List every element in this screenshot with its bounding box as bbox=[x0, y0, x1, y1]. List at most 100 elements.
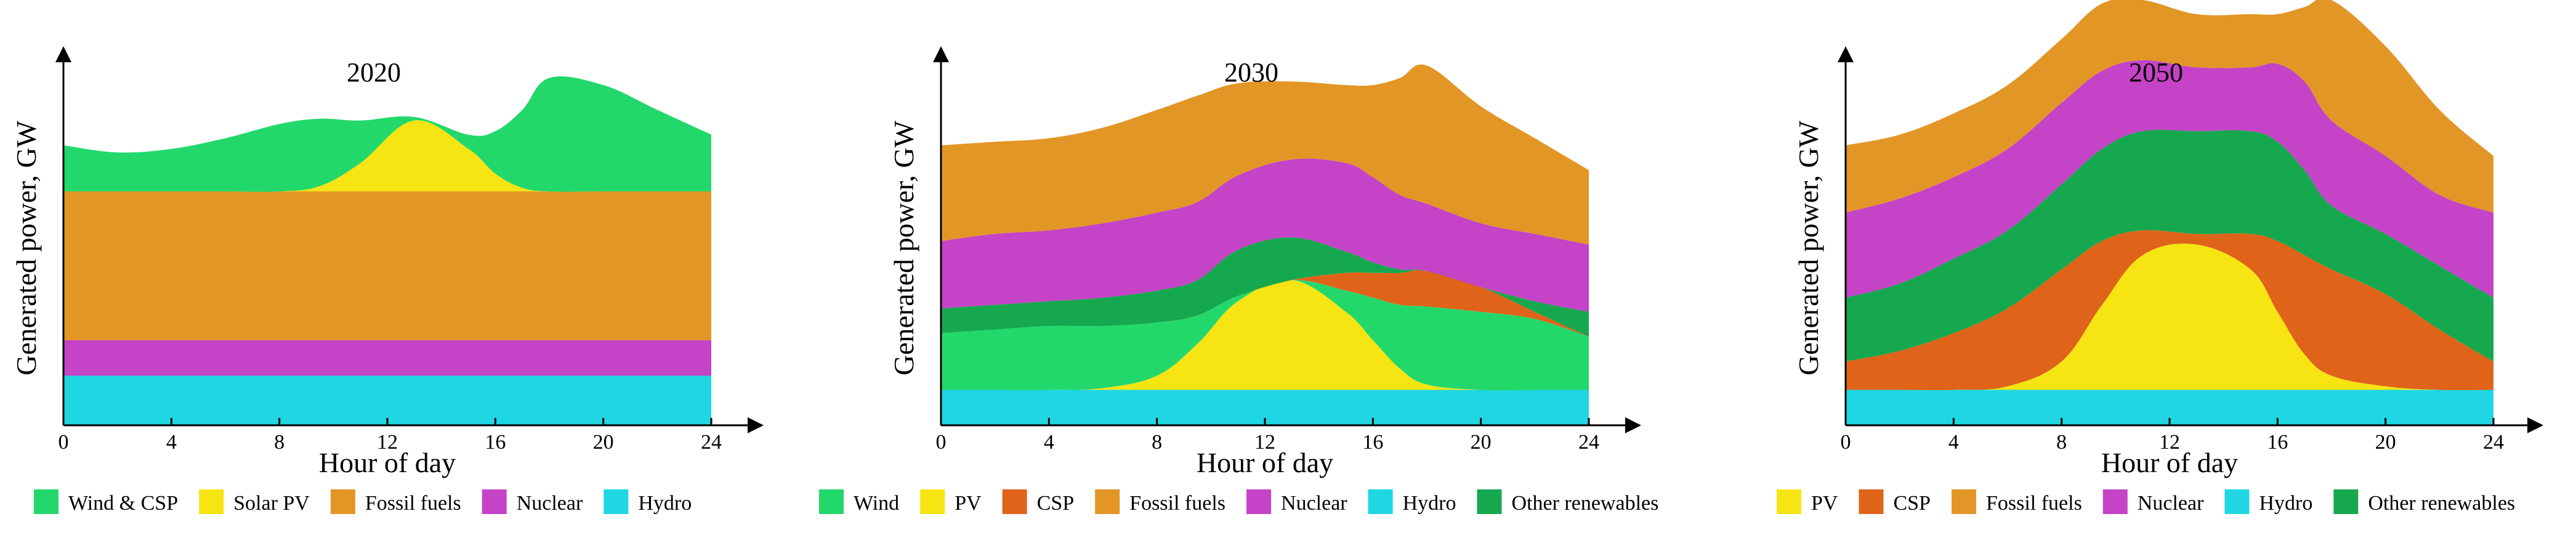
legend-2030: Wind PV CSP Fossil fuels Nuclear Hydro Other r… bbox=[819, 489, 1658, 515]
area-csp bbox=[941, 270, 1589, 337]
legend-swatch bbox=[2102, 489, 2128, 514]
legend-item-wind-and-csp: Wind & CSP bbox=[34, 489, 178, 515]
x-tick-label-24: 24 bbox=[701, 431, 722, 454]
x-axis-title: Hour of day bbox=[1197, 447, 1333, 478]
x-tick-label-0: 0 bbox=[1841, 431, 1851, 454]
legend-label: Nuclear bbox=[1281, 492, 1347, 515]
area-other-renewables bbox=[1846, 129, 2493, 362]
x-axis-title: Hour of day bbox=[2101, 447, 2238, 478]
area-nuclear bbox=[1846, 60, 2493, 298]
axes: 0 4 8 12 16 20 24 bbox=[1838, 46, 2543, 454]
chart-panel-2030: 0 4 8 12 16 20 24 Hour of day Generated power, G… bbox=[888, 46, 1641, 478]
stacked-areas bbox=[941, 64, 1589, 425]
x-tick-label-4: 4 bbox=[166, 431, 177, 454]
x-axis-arrowhead bbox=[1625, 417, 1641, 433]
axes: 0 4 8 12 16 20 24 bbox=[55, 46, 764, 454]
legend-label: Fossil fuels bbox=[1986, 492, 2082, 515]
legend-item-other-renewables: Other renewables bbox=[2333, 489, 2515, 515]
legend-label: Nuclear bbox=[2138, 492, 2204, 515]
area-wind bbox=[941, 279, 1589, 391]
legend-label: Other renewables bbox=[1512, 492, 1659, 515]
x-tick-label-4: 4 bbox=[1948, 431, 1959, 454]
legend-swatch bbox=[1951, 489, 1976, 514]
legend-item-hydro: Hydro bbox=[2224, 489, 2312, 515]
legend-swatch bbox=[920, 489, 945, 514]
legend-label: Solar PV bbox=[233, 492, 310, 515]
legend-label: Hydro bbox=[1403, 492, 1456, 515]
legend-item-fossil-fuels: Fossil fuels bbox=[1951, 489, 2082, 515]
x-tick-label-20: 20 bbox=[2375, 431, 2396, 454]
legend-label: PV bbox=[955, 492, 982, 515]
chart-panel-2050: 0 4 8 12 16 20 24 Hour of day Generated power, G… bbox=[1793, 0, 2543, 478]
area-hydro bbox=[941, 390, 1589, 425]
y-axis-arrowhead bbox=[1838, 46, 1854, 62]
legend-item-hydro: Hydro bbox=[1368, 489, 1456, 515]
legend-label: PV bbox=[1811, 492, 1838, 515]
legend-label: Other renewables bbox=[2368, 492, 2515, 515]
legend-item-nuclear: Nuclear bbox=[482, 489, 583, 515]
legend-item-other-renewables: Other renewables bbox=[1477, 489, 1659, 515]
area-pv bbox=[1846, 243, 2493, 390]
legend-label: Fossil fuels bbox=[365, 492, 461, 515]
chart-panel-2020: 0 4 8 12 16 20 24 Hour of day Generated power, G… bbox=[10, 46, 764, 478]
x-tick-label-20: 20 bbox=[593, 431, 614, 454]
x-tick-label-24: 24 bbox=[1578, 431, 1599, 454]
legend-label: Wind bbox=[854, 492, 899, 515]
legend-label: Hydro bbox=[2259, 492, 2312, 515]
legend-item-wind: Wind bbox=[819, 489, 899, 515]
area-csp bbox=[1846, 230, 2493, 390]
legend-swatch bbox=[1859, 489, 1884, 514]
y-axis-title: Generated power, GW bbox=[888, 120, 919, 375]
legend-swatch bbox=[482, 489, 507, 514]
x-axis-arrowhead bbox=[748, 417, 764, 433]
legend-item-fossil-fuels: Fossil fuels bbox=[330, 489, 461, 515]
legend-item-nuclear: Nuclear bbox=[1246, 489, 1347, 515]
x-tick-label-16: 16 bbox=[2267, 431, 2288, 454]
legend-swatch bbox=[34, 489, 59, 514]
legend-2020: Wind & CSP Solar PV Fossil fuels Nuclear Hyd… bbox=[34, 489, 692, 515]
area-other-renewables bbox=[941, 237, 1589, 337]
x-tick-label-0: 0 bbox=[59, 431, 69, 454]
legend-item-pv: PV bbox=[920, 489, 982, 515]
legend-item-nuclear: Nuclear bbox=[2102, 489, 2204, 515]
area-fossil-fuels bbox=[1846, 0, 2493, 213]
legend-swatch bbox=[1095, 489, 1120, 514]
x-tick-label-8: 8 bbox=[1152, 431, 1162, 454]
legend-swatch bbox=[1246, 489, 1272, 514]
x-tick-label-20: 20 bbox=[1471, 431, 1492, 454]
legend-item-csp: CSP bbox=[1002, 489, 1074, 515]
x-tick-label-8: 8 bbox=[2056, 431, 2067, 454]
y-axis-title: Generated power, GW bbox=[10, 120, 42, 375]
legend-label: CSP bbox=[1893, 492, 1931, 515]
legend-swatch bbox=[1368, 489, 1393, 514]
legend-swatch bbox=[2333, 489, 2359, 514]
y-axis-arrowhead bbox=[55, 46, 71, 62]
legend-swatch bbox=[604, 489, 629, 514]
axes: 0 4 8 12 16 20 24 bbox=[933, 46, 1641, 454]
x-tick-label-8: 8 bbox=[274, 431, 285, 454]
stacked-areas bbox=[63, 76, 711, 425]
legend-swatch bbox=[330, 489, 355, 514]
area-fossil-fuels bbox=[63, 191, 711, 340]
y-axis-title: Generated power, GW bbox=[1793, 120, 1824, 375]
area-wind-and-csp bbox=[63, 76, 711, 192]
legend-swatch bbox=[1002, 489, 1027, 514]
x-tick-label-16: 16 bbox=[485, 431, 506, 454]
x-tick-label-16: 16 bbox=[1362, 431, 1383, 454]
x-tick-label-24: 24 bbox=[2483, 431, 2504, 454]
x-axis-title: Hour of day bbox=[319, 447, 456, 478]
legend-item-fossil-fuels: Fossil fuels bbox=[1095, 489, 1225, 515]
stacked-areas bbox=[1846, 0, 2493, 425]
legend-label: Hydro bbox=[638, 492, 692, 515]
area-hydro bbox=[63, 375, 711, 425]
legend-label: Wind & CSP bbox=[68, 492, 178, 515]
area-nuclear bbox=[941, 158, 1589, 312]
x-tick-label-12: 12 bbox=[1254, 431, 1275, 454]
legend-label: Fossil fuels bbox=[1129, 492, 1225, 515]
area-fossil-fuels bbox=[941, 64, 1589, 245]
legend-swatch bbox=[819, 489, 844, 514]
legend-swatch bbox=[199, 489, 224, 514]
legend-item-hydro: Hydro bbox=[604, 489, 692, 515]
legend-swatch bbox=[1477, 489, 1502, 514]
